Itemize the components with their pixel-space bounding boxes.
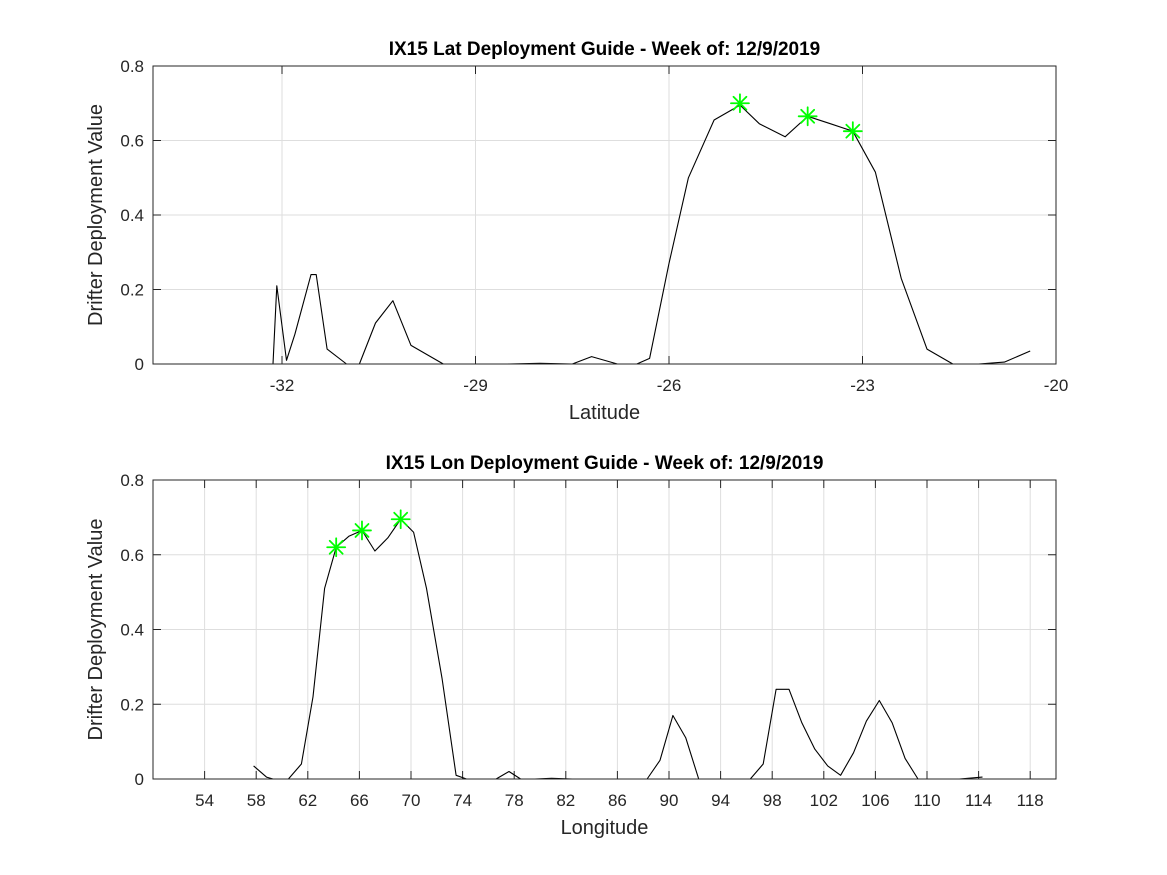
lat-x-tick-label: -29 — [463, 376, 488, 395]
lat-marker — [730, 93, 750, 114]
lat-series-line — [272, 104, 1031, 365]
lat-y-tick-label: 0.2 — [120, 281, 144, 300]
lat-y-axis-label: Drifter Deployment Value — [85, 104, 107, 326]
lon-series-group — [253, 518, 983, 780]
lon-chart: 54 58 62 66 70 74 78 82 86 90 94 98 102 106 110 114 118 … — [85, 453, 1057, 839]
lon-x-tick-label: 78 — [505, 791, 524, 810]
lon-x-tick-label: 62 — [298, 791, 317, 810]
lon-grid — [153, 479, 1056, 780]
lon-y-tick-label: 0.2 — [120, 695, 144, 714]
lat-y-tick-label: 0 — [135, 355, 144, 374]
lat-x-axis-label: Latitude — [569, 402, 640, 424]
lat-marker — [797, 106, 818, 127]
lon-marker — [326, 537, 347, 558]
lat-y-tick-label: 0.8 — [120, 57, 144, 76]
lon-y-axis-label: Drifter Deployment Value — [85, 519, 107, 741]
lon-x-tick-label: 58 — [247, 791, 266, 810]
lat-marker — [842, 121, 863, 142]
lat-grid — [153, 65, 1057, 365]
lon-marker — [352, 520, 372, 541]
lat-y-tick-label: 0.4 — [120, 206, 144, 225]
lon-x-tick-label: 66 — [350, 791, 369, 810]
lat-x-tick-label: -20 — [1044, 376, 1069, 395]
lon-marker — [390, 509, 411, 530]
lat-x-tick-label: -23 — [850, 376, 875, 395]
lat-y-tick-labels: 0 0.2 0.4 0.6 0.8 — [120, 57, 144, 374]
lat-axes-box — [152, 65, 1057, 365]
lon-x-tick-label: 118 — [1017, 791, 1044, 810]
lon-x-tick-label: 70 — [402, 791, 421, 810]
lon-chart-title: IX15 Lon Deployment Guide - Week of: 12/… — [386, 453, 824, 474]
lat-x-tick-labels: -32 -29 -26 -23 -20 — [270, 376, 1069, 395]
lat-series-group — [272, 104, 1031, 365]
lon-x-tick-label: 110 — [913, 791, 940, 810]
lon-x-tick-label: 74 — [453, 791, 472, 810]
lon-series-line — [253, 518, 983, 780]
lon-x-tick-label: 98 — [763, 791, 782, 810]
lon-x-tick-label: 54 — [195, 791, 214, 810]
lon-x-tick-labels: 54 58 62 66 70 74 78 82 86 90 94 98 102 106 110 114 118 — [195, 791, 1044, 810]
lon-y-tick-labels: 0 0.2 0.4 0.6 0.8 — [120, 471, 144, 789]
lat-y-tick-label: 0.6 — [120, 132, 144, 151]
lon-x-axis-label: Longitude — [561, 817, 649, 839]
lon-x-tick-label: 106 — [861, 791, 889, 810]
lat-chart: -32 -29 -26 -23 -20 0 0.2 0.4 0.6 0.8 IX15 Lat D… — [85, 39, 1068, 424]
lon-axes-box — [152, 479, 1057, 780]
lon-y-tick-label: 0 — [135, 770, 144, 789]
lon-x-tick-label: 82 — [556, 791, 575, 810]
lon-x-tick-label: 102 — [810, 791, 838, 810]
lon-y-tick-label: 0.8 — [120, 471, 144, 490]
lat-markers-group — [730, 93, 863, 142]
lon-x-tick-label: 90 — [660, 791, 679, 810]
lon-x-tick-label: 86 — [608, 791, 627, 810]
lat-chart-title: IX15 Lat Deployment Guide - Week of: 12/… — [389, 39, 821, 60]
lon-markers-group — [326, 509, 411, 558]
lat-x-tick-label: -32 — [270, 376, 295, 395]
lon-y-tick-label: 0.4 — [120, 621, 144, 640]
lon-y-tick-label: 0.6 — [120, 546, 144, 565]
lon-x-tick-label: 114 — [965, 791, 992, 810]
lon-x-tick-label: 94 — [711, 791, 730, 810]
lat-x-tick-label: -26 — [657, 376, 682, 395]
